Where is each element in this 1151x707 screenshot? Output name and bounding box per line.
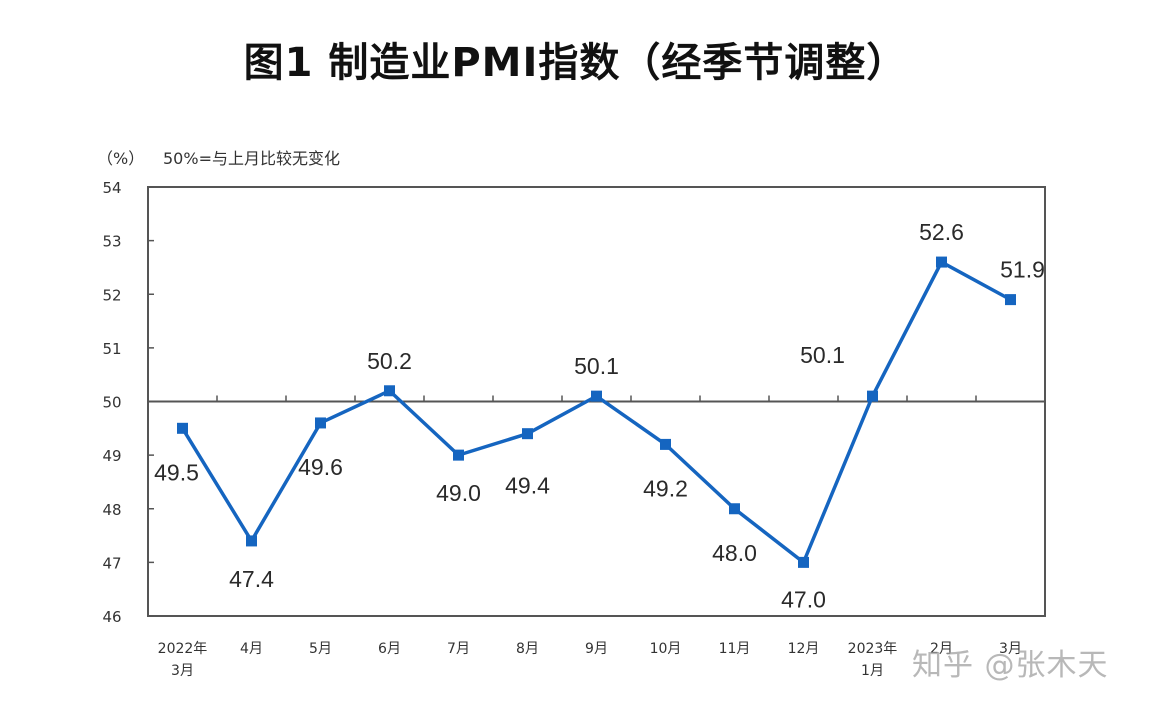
data-label: 52.6 (919, 219, 964, 245)
data-point-marker (729, 503, 740, 515)
data-label: 47.4 (229, 566, 274, 592)
data-point-marker (1005, 294, 1016, 306)
data-label: 48.0 (712, 540, 757, 566)
y-tick-label: 50 (102, 394, 121, 412)
data-point-marker (522, 428, 533, 440)
data-label: 49.2 (643, 475, 688, 501)
data-label: 49.6 (298, 454, 343, 480)
data-label: 50.1 (574, 353, 619, 379)
y-axis-unit: （%） (97, 149, 145, 168)
data-point-marker (591, 390, 602, 402)
x-tick-label: 3月 (999, 641, 1022, 657)
data-labels: 49.5 47.4 49.6 50.2 49.0 49.4 50.1 49.2 48.0 47.0… (154, 219, 1045, 612)
data-label: 49.4 (505, 473, 550, 499)
data-point-marker (936, 256, 947, 268)
y-tick-label: 51 (102, 340, 121, 358)
y-tick-label: 48 (102, 501, 121, 519)
data-point-marker (384, 385, 395, 397)
data-label: 47.0 (781, 586, 826, 612)
data-point-marker (798, 556, 809, 568)
series-pmi (177, 256, 1016, 568)
y-tick-label: 47 (102, 554, 121, 572)
x-tick-label: 7月 (447, 641, 470, 657)
data-label: 50.1 (800, 342, 845, 368)
data-point-marker (867, 390, 878, 402)
x-tick-label: 9月 (585, 641, 608, 657)
data-label: 49.5 (154, 459, 199, 485)
y-tick-label: 46 (102, 608, 121, 626)
chart-title: 图1 制造业PMI指数（经季节调整） (243, 40, 908, 86)
x-tick-label: 2022年 (158, 641, 208, 657)
data-label: 49.0 (436, 480, 481, 506)
x-tick-label: 8月 (516, 641, 539, 657)
y-tick-label: 49 (102, 447, 121, 465)
data-label: 50.2 (367, 348, 412, 374)
data-point-marker (660, 438, 671, 450)
data-point-marker (453, 449, 464, 461)
y-tick-label: 52 (102, 286, 121, 304)
data-point-marker (246, 535, 257, 547)
y-tick-label: 54 (102, 179, 121, 197)
x-tick-label: 1月 (861, 663, 884, 679)
data-point-marker (177, 422, 188, 434)
x-tick-label: 2023年 (848, 641, 898, 657)
data-point-marker (315, 417, 326, 429)
x-tick-label: 10月 (650, 641, 682, 657)
y-tick-label: 53 (102, 233, 121, 251)
x-tick-label: 5月 (309, 641, 332, 657)
data-label: 51.9 (1000, 257, 1045, 283)
x-axis: 2022年 3月 4月 5月 6月 7月 8月 9月 10月 11月 12月 2023年 1月 2月 3月 (158, 641, 1022, 679)
watermark: 知乎 @张木天 (912, 648, 1109, 683)
x-tick-label: 11月 (719, 641, 751, 657)
x-tick-label: 6月 (378, 641, 401, 657)
x-tick-label: 12月 (788, 641, 820, 657)
x-tick-label: 4月 (240, 641, 263, 657)
x-tick-label: 3月 (171, 663, 194, 679)
x-tick-label: 2月 (930, 641, 953, 657)
y-axis: 54 53 52 51 50 49 48 47 46 (102, 179, 154, 626)
chart-annotation: 50%=与上月比较无变化 (163, 149, 340, 168)
